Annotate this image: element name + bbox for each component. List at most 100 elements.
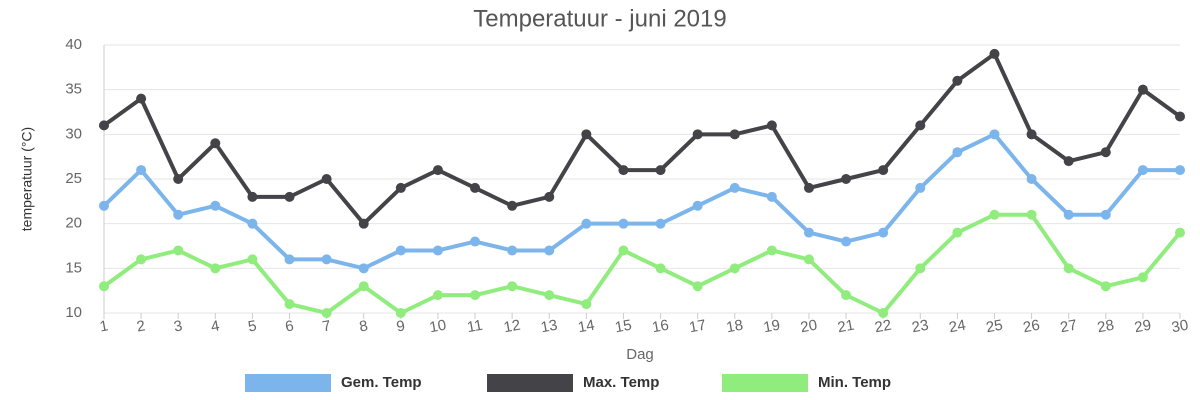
legend-swatch[interactable] <box>487 374 573 392</box>
data-point <box>952 227 963 238</box>
data-point <box>803 254 814 265</box>
x-tick-label: 3 <box>173 317 184 335</box>
data-point <box>136 254 147 265</box>
data-point <box>247 191 258 202</box>
data-point <box>952 75 963 86</box>
data-point <box>618 165 629 176</box>
data-point <box>470 290 481 301</box>
data-point <box>136 165 147 176</box>
data-point <box>358 281 369 292</box>
x-tick-label: 16 <box>651 317 670 337</box>
data-point <box>1100 281 1111 292</box>
data-point <box>692 281 703 292</box>
data-point <box>1100 147 1111 158</box>
y-tick-label: 10 <box>65 304 82 321</box>
data-point <box>173 245 184 256</box>
data-point <box>989 129 1000 140</box>
data-point <box>358 218 369 229</box>
data-point <box>507 245 518 256</box>
legend-swatch[interactable] <box>245 374 331 392</box>
data-point <box>1137 84 1148 95</box>
x-tick-label: 4 <box>210 317 221 335</box>
x-tick-label: 22 <box>873 317 892 337</box>
x-tick-label: 19 <box>762 317 781 337</box>
data-point <box>321 308 332 318</box>
series-line <box>102 51 1182 226</box>
data-point <box>1137 165 1148 176</box>
data-point <box>284 191 295 202</box>
data-point <box>173 174 184 184</box>
y-tick-label: 15 <box>65 259 82 276</box>
data-point <box>247 218 258 229</box>
data-point <box>915 263 926 274</box>
data-point <box>395 308 406 318</box>
data-point <box>1175 111 1185 122</box>
data-point <box>544 191 555 202</box>
legend-label[interactable]: Gem. Temp <box>341 374 422 391</box>
legend-label[interactable]: Max. Temp <box>583 374 659 391</box>
y-tick-label: 35 <box>65 81 82 98</box>
data-point <box>729 129 740 140</box>
data-point <box>432 245 443 256</box>
data-point <box>210 263 221 274</box>
x-axis-label: Dag <box>626 346 654 363</box>
data-point <box>915 120 926 131</box>
x-tick-label: 5 <box>247 317 258 335</box>
data-point <box>470 236 481 247</box>
x-tick-label: 26 <box>1022 317 1041 337</box>
data-point <box>729 263 740 274</box>
x-tick-label: 21 <box>836 317 855 337</box>
data-point <box>1175 227 1185 238</box>
data-point <box>358 263 369 274</box>
x-tick-label: 17 <box>688 317 707 337</box>
data-point <box>136 93 147 104</box>
x-tick-label: 29 <box>1133 317 1152 337</box>
data-point <box>1026 209 1037 220</box>
data-point <box>1063 156 1074 167</box>
chart-title: Temperatuur - juni 2019 <box>473 5 726 32</box>
data-point <box>470 182 481 193</box>
data-point <box>247 254 258 265</box>
x-tick-label: 23 <box>910 317 929 337</box>
x-tick-label: 10 <box>428 317 447 337</box>
data-point <box>655 263 666 274</box>
series-line <box>102 132 1180 271</box>
data-point <box>1175 165 1185 176</box>
data-point <box>1063 263 1074 274</box>
x-tick-label: 15 <box>614 317 633 337</box>
data-point <box>803 227 814 238</box>
data-point <box>841 290 852 301</box>
data-point <box>878 308 889 318</box>
data-point <box>1026 129 1037 140</box>
data-point <box>655 165 666 176</box>
data-point <box>507 281 518 292</box>
data-point <box>544 245 555 256</box>
x-tick-label: 25 <box>985 317 1004 337</box>
data-point <box>321 254 332 265</box>
data-point <box>841 236 852 247</box>
x-tick-label: 18 <box>725 317 744 337</box>
data-point <box>989 209 1000 220</box>
x-tick-label: 14 <box>577 317 596 337</box>
y-tick-label: 30 <box>65 125 82 142</box>
x-tick-label: 20 <box>799 317 818 337</box>
data-point <box>432 290 443 301</box>
data-point <box>99 120 109 131</box>
legend-label[interactable]: Min. Temp <box>818 374 891 391</box>
data-point <box>989 48 1000 59</box>
data-point <box>618 218 629 229</box>
data-point <box>99 281 109 292</box>
x-tick-label: 13 <box>539 317 558 337</box>
x-tick-label: 1 <box>98 317 109 335</box>
x-tick-label: 11 <box>466 317 484 336</box>
x-tick-label: 30 <box>1170 317 1189 337</box>
data-point <box>841 174 852 184</box>
legend-swatch[interactable] <box>722 374 808 392</box>
x-tick-label: 24 <box>948 317 967 337</box>
data-point <box>210 200 221 211</box>
data-point <box>766 120 777 131</box>
data-point <box>395 245 406 256</box>
data-point <box>692 129 703 140</box>
data-point <box>581 218 592 229</box>
